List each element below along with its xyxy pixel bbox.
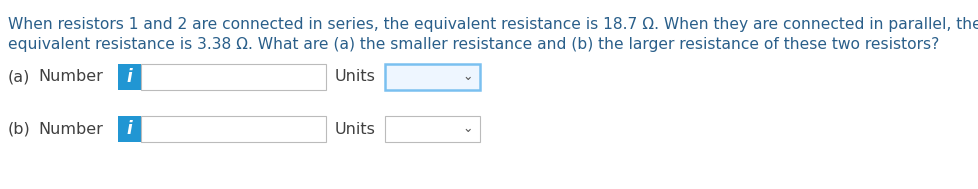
Bar	[384, 116, 479, 142]
Text: ⌄: ⌄	[463, 122, 472, 136]
Text: Number: Number	[38, 122, 103, 136]
Bar	[141, 64, 326, 90]
Bar	[384, 64, 479, 90]
Text: When resistors 1 and 2 are connected in series, the equivalent resistance is 18.: When resistors 1 and 2 are connected in …	[8, 17, 978, 32]
Text: equivalent resistance is 3.38 Ω. What are (a) the smaller resistance and (b) the: equivalent resistance is 3.38 Ω. What ar…	[8, 37, 939, 52]
Text: Number: Number	[38, 70, 103, 84]
Text: Units: Units	[334, 70, 376, 84]
Text: (b): (b)	[8, 122, 30, 136]
Bar	[118, 116, 141, 142]
Text: ⌄: ⌄	[463, 70, 472, 84]
Bar	[141, 116, 326, 142]
Text: (a): (a)	[8, 70, 30, 84]
Text: i: i	[126, 120, 132, 138]
Bar	[118, 64, 141, 90]
Text: i: i	[126, 68, 132, 86]
Text: Units: Units	[334, 122, 376, 136]
